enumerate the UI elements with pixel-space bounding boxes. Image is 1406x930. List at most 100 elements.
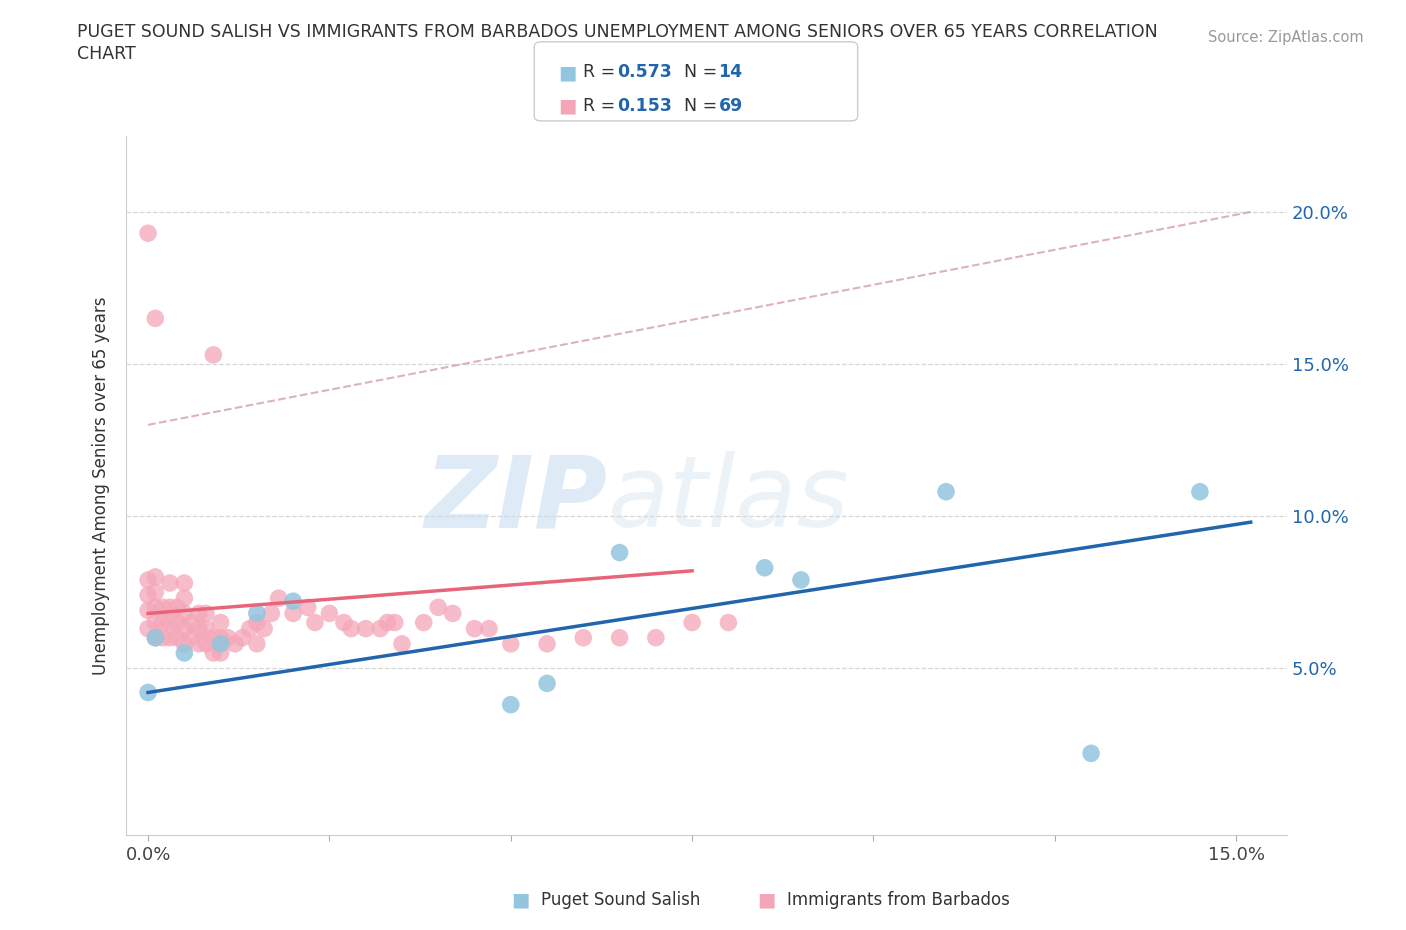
Point bbox=[152, 615, 174, 630]
Point bbox=[340, 621, 363, 636]
Point bbox=[536, 676, 558, 691]
Point bbox=[166, 615, 188, 630]
Point bbox=[384, 615, 406, 630]
Point bbox=[217, 631, 239, 645]
Point bbox=[136, 685, 159, 700]
Point bbox=[536, 636, 558, 651]
Point bbox=[143, 631, 166, 645]
Text: Immigrants from Barbados: Immigrants from Barbados bbox=[787, 891, 1011, 910]
Point bbox=[143, 585, 166, 600]
Point bbox=[159, 615, 181, 630]
Point bbox=[173, 636, 195, 651]
Point bbox=[246, 606, 269, 621]
Point bbox=[180, 631, 202, 645]
Point bbox=[209, 631, 232, 645]
Text: 14: 14 bbox=[718, 63, 742, 81]
Point bbox=[195, 636, 218, 651]
Point bbox=[136, 603, 159, 618]
Point bbox=[935, 485, 957, 499]
Text: R =: R = bbox=[583, 97, 621, 114]
Point bbox=[195, 621, 218, 636]
Point bbox=[246, 636, 269, 651]
Point bbox=[159, 576, 181, 591]
Point bbox=[1188, 485, 1211, 499]
Point bbox=[260, 606, 283, 621]
Text: ■: ■ bbox=[756, 891, 776, 910]
Point bbox=[143, 311, 166, 325]
Point bbox=[681, 615, 703, 630]
Point bbox=[354, 621, 377, 636]
Point bbox=[159, 631, 181, 645]
Point bbox=[1080, 746, 1102, 761]
Point bbox=[136, 588, 159, 603]
Point bbox=[166, 600, 188, 615]
Point bbox=[572, 631, 595, 645]
Point bbox=[195, 606, 218, 621]
Point bbox=[202, 348, 225, 363]
Point bbox=[499, 636, 522, 651]
Point bbox=[253, 621, 276, 636]
Text: 0.573: 0.573 bbox=[617, 63, 672, 81]
Point bbox=[202, 631, 225, 645]
Point bbox=[441, 606, 464, 621]
Point bbox=[202, 645, 225, 660]
Point bbox=[318, 606, 340, 621]
Point bbox=[173, 645, 195, 660]
Text: ZIP: ZIP bbox=[425, 451, 607, 548]
Point bbox=[152, 631, 174, 645]
Point bbox=[173, 576, 195, 591]
Text: PUGET SOUND SALISH VS IMMIGRANTS FROM BARBADOS UNEMPLOYMENT AMONG SENIORS OVER 6: PUGET SOUND SALISH VS IMMIGRANTS FROM BA… bbox=[77, 23, 1159, 41]
Text: ■: ■ bbox=[510, 891, 530, 910]
Point bbox=[754, 561, 776, 576]
Point bbox=[209, 615, 232, 630]
Point bbox=[790, 573, 813, 588]
Point bbox=[368, 621, 391, 636]
Point bbox=[609, 545, 631, 560]
Point bbox=[231, 631, 253, 645]
Text: CHART: CHART bbox=[77, 45, 136, 62]
Text: N =: N = bbox=[673, 63, 723, 81]
Text: 69: 69 bbox=[718, 97, 742, 114]
Point bbox=[209, 636, 232, 651]
Point bbox=[412, 615, 434, 630]
Point bbox=[427, 600, 450, 615]
Point bbox=[143, 615, 166, 630]
Point bbox=[187, 606, 209, 621]
Text: 0.153: 0.153 bbox=[617, 97, 672, 114]
Text: ■: ■ bbox=[558, 63, 576, 82]
Point bbox=[136, 573, 159, 588]
Point bbox=[187, 621, 209, 636]
Point bbox=[478, 621, 501, 636]
Point bbox=[224, 636, 246, 651]
Text: R =: R = bbox=[583, 63, 621, 81]
Point bbox=[297, 600, 319, 615]
Text: N =: N = bbox=[673, 97, 723, 114]
Text: ■: ■ bbox=[558, 97, 576, 115]
Point bbox=[136, 226, 159, 241]
Point bbox=[173, 591, 195, 605]
Y-axis label: Unemployment Among Seniors over 65 years: Unemployment Among Seniors over 65 years bbox=[93, 297, 110, 675]
Point bbox=[143, 600, 166, 615]
Point bbox=[463, 621, 485, 636]
Point bbox=[187, 636, 209, 651]
Point bbox=[173, 621, 195, 636]
Point bbox=[180, 615, 202, 630]
Point bbox=[717, 615, 740, 630]
Text: Source: ZipAtlas.com: Source: ZipAtlas.com bbox=[1208, 30, 1364, 45]
Point bbox=[333, 615, 356, 630]
Point bbox=[166, 631, 188, 645]
Text: Puget Sound Salish: Puget Sound Salish bbox=[541, 891, 700, 910]
Point bbox=[267, 591, 290, 605]
Point bbox=[239, 621, 262, 636]
Point bbox=[644, 631, 666, 645]
Point bbox=[159, 600, 181, 615]
Point bbox=[143, 631, 166, 645]
Point bbox=[499, 698, 522, 712]
Point bbox=[281, 606, 304, 621]
Point bbox=[152, 600, 174, 615]
Point bbox=[281, 593, 304, 608]
Point bbox=[391, 636, 413, 651]
Point bbox=[173, 606, 195, 621]
Text: atlas: atlas bbox=[607, 451, 849, 548]
Point bbox=[304, 615, 326, 630]
